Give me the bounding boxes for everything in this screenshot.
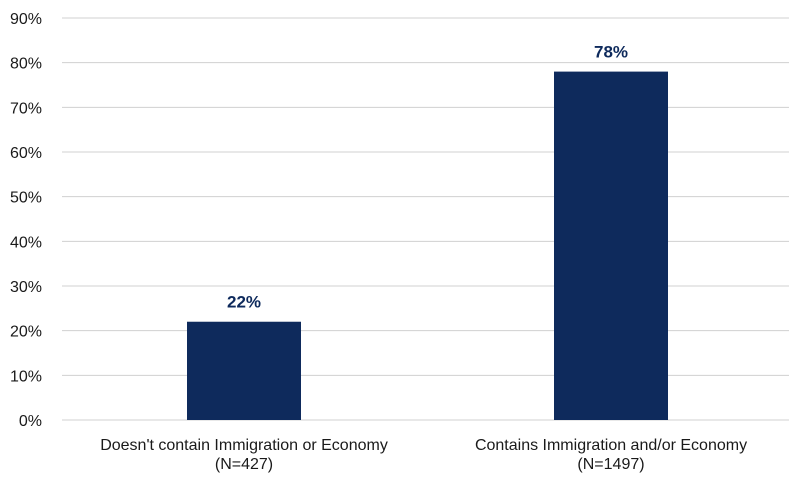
x-category-label-line: Contains Immigration and/or Economy [475, 437, 747, 454]
x-axis-categories: Doesn't contain Immigration or Economy (N… [100, 437, 747, 473]
x-category-label-line: (N=427) [215, 456, 273, 473]
bar [554, 71, 668, 420]
x-category-label: Doesn't contain Immigration or Economy (N… [100, 437, 388, 473]
y-axis-ticks: 0% 10% 20% 30% 40% 50% 60% 70% 80% 90% [10, 11, 42, 430]
bar-data-label: 22% [227, 293, 261, 312]
x-category-label-line: (N=1497) [577, 456, 644, 473]
gridlines [62, 17, 789, 421]
y-tick-label: 80% [10, 56, 42, 73]
y-tick-label: 50% [10, 190, 42, 207]
y-tick-label: 0% [19, 413, 42, 430]
y-tick-label: 90% [10, 11, 42, 28]
bars [187, 71, 668, 420]
y-tick-label: 70% [10, 100, 42, 117]
y-tick-label: 20% [10, 324, 42, 341]
y-tick-label: 30% [10, 279, 42, 296]
data-labels: 22% 78% [227, 43, 628, 312]
y-tick-label: 60% [10, 145, 42, 162]
y-tick-label: 40% [10, 234, 42, 251]
bar [187, 321, 301, 420]
x-category-label-line: Doesn't contain Immigration or Economy [100, 437, 388, 454]
y-tick-label: 10% [10, 368, 42, 385]
x-category-label: Contains Immigration and/or Economy (N=14… [475, 437, 747, 473]
bar-data-label: 78% [594, 43, 628, 62]
